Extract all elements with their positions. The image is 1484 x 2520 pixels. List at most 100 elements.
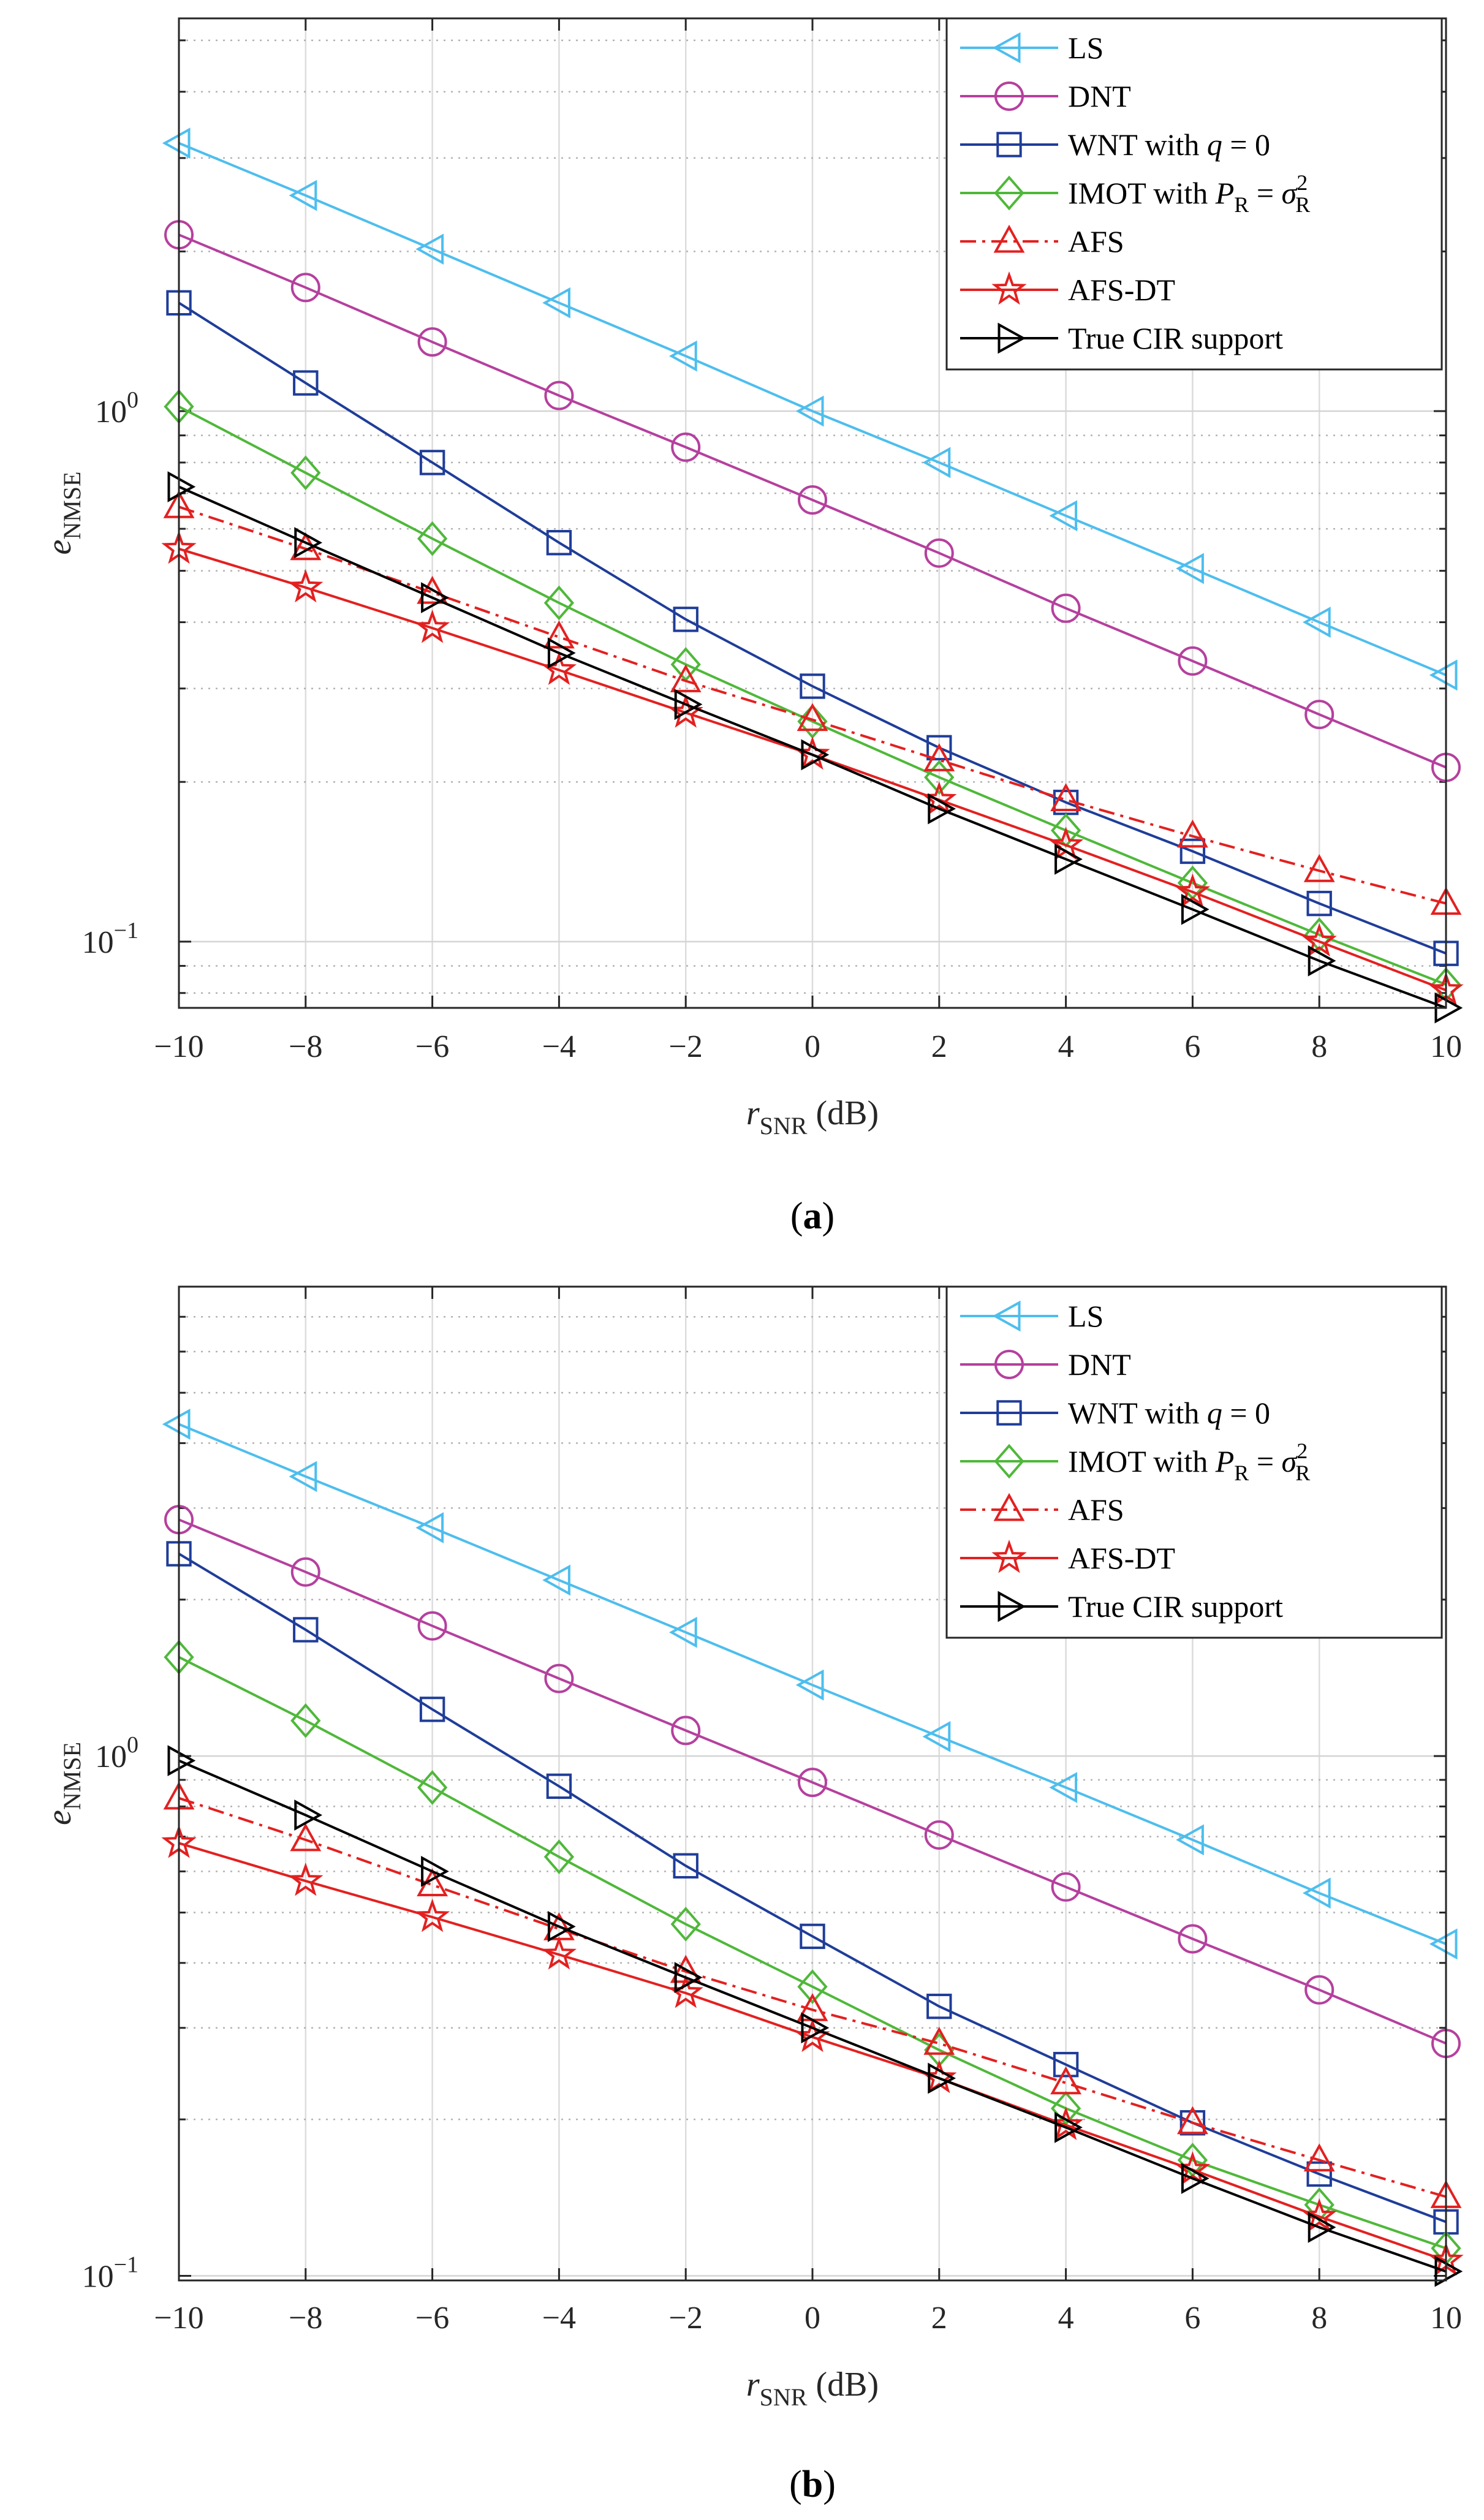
data-point xyxy=(1175,873,1211,907)
data-point xyxy=(1303,2143,1335,2172)
x-axis-label: rSNR (dB) xyxy=(746,1094,879,1140)
x-tick-label: 8 xyxy=(1311,2301,1327,2336)
x-tick-label: 8 xyxy=(1311,1029,1327,1064)
data-point xyxy=(923,743,955,771)
x-tick-label: −2 xyxy=(669,1029,703,1064)
data-point xyxy=(1301,2198,1337,2232)
data-point xyxy=(1051,593,1081,623)
data-point xyxy=(801,2012,830,2044)
data-point xyxy=(928,2062,956,2094)
x-axis: −10 −8 −6 −4 −2 0 2 4 6 8 10 xyxy=(154,18,1462,1064)
data-point xyxy=(288,1862,324,1896)
data-point xyxy=(795,395,824,427)
data-point xyxy=(167,1745,196,1777)
data-point xyxy=(294,527,323,559)
data-point xyxy=(673,607,698,632)
series-line xyxy=(178,1553,1447,2223)
data-point xyxy=(1429,1928,1458,1960)
x-tick-label: 10 xyxy=(1430,1029,1462,1064)
data-point xyxy=(415,233,444,265)
data-point xyxy=(414,609,450,643)
x-tick-label: 4 xyxy=(1058,2301,1074,2336)
series-6 xyxy=(167,471,1463,1024)
legend-label: AFS-DT xyxy=(1068,273,1175,307)
series-2 xyxy=(166,1541,1459,2235)
data-point xyxy=(1178,646,1208,676)
legend-label: AFS xyxy=(1068,1493,1124,1527)
y-axis: 10−1 100 xyxy=(82,1732,138,2294)
data-point xyxy=(293,1617,319,1643)
legend-marker xyxy=(991,1539,1027,1573)
data-point xyxy=(421,582,449,613)
legend-label: DNT xyxy=(1068,1347,1131,1382)
legend-label: True CIR support xyxy=(1068,321,1283,355)
y-tick-label: 10−1 xyxy=(82,918,138,960)
data-point xyxy=(928,793,956,825)
data-point xyxy=(290,1823,322,1852)
data-point xyxy=(1308,2211,1336,2243)
x-tick-label: 2 xyxy=(931,2301,947,2336)
x-tick-label: 0 xyxy=(804,1029,820,1064)
data-point xyxy=(924,760,955,795)
series-6 xyxy=(167,1745,1463,2287)
data-point xyxy=(546,529,572,556)
data-point xyxy=(162,1409,191,1440)
series-line xyxy=(178,485,1447,1009)
legend: LS DNT WNT with q = 0 IMOT with PR = σ2 R AFS… xyxy=(945,17,1443,371)
legend-label: LS xyxy=(1068,1299,1104,1333)
data-point xyxy=(417,521,448,556)
data-point xyxy=(544,1663,574,1693)
data-point xyxy=(1306,2161,1332,2187)
series-line xyxy=(178,405,1447,986)
series-line xyxy=(178,1796,1447,2198)
data-point xyxy=(294,1799,323,1831)
data-point xyxy=(1049,500,1078,532)
data-point xyxy=(1302,1877,1331,1909)
data-point xyxy=(674,1962,703,1993)
data-point xyxy=(419,450,445,475)
data-point xyxy=(926,1993,952,2019)
legend-label: LS xyxy=(1068,31,1104,65)
data-point xyxy=(1306,890,1332,917)
x-tick-label: −8 xyxy=(289,2301,322,2336)
x-tick-label: 2 xyxy=(931,1029,947,1064)
legend-marker xyxy=(996,132,1022,157)
data-point xyxy=(674,689,703,721)
data-point xyxy=(801,739,830,771)
x-tick-label: −6 xyxy=(415,2301,449,2336)
legend-marker xyxy=(992,32,1021,64)
x-tick-label: −4 xyxy=(542,1029,576,1064)
data-point xyxy=(290,1557,320,1587)
data-point xyxy=(421,1855,449,1887)
data-point xyxy=(1302,607,1331,638)
data-point xyxy=(673,1853,698,1879)
data-point xyxy=(797,703,828,732)
series-4 xyxy=(163,1781,1462,2208)
data-point xyxy=(289,180,317,211)
data-point xyxy=(547,637,576,669)
data-point xyxy=(922,447,951,479)
data-point xyxy=(668,1616,697,1648)
legend-marker xyxy=(994,1444,1024,1479)
data-point xyxy=(1054,843,1083,875)
series-line xyxy=(178,233,1447,769)
data-point xyxy=(922,1721,951,1752)
data-point xyxy=(417,575,448,604)
legend: LS DNT WNT with q = 0 IMOT with PR = σ2 R AFS… xyxy=(945,1285,1443,1639)
data-point xyxy=(1176,553,1204,585)
data-point xyxy=(419,1697,445,1722)
data-point xyxy=(924,1820,954,1850)
x-tick-label: −10 xyxy=(154,1029,203,1064)
data-point xyxy=(670,664,702,692)
data-point xyxy=(1434,2255,1463,2287)
y-tick-label: 100 xyxy=(95,387,138,429)
data-point xyxy=(293,370,319,396)
data-point xyxy=(1176,1824,1204,1856)
data-point xyxy=(290,1703,321,1738)
data-point xyxy=(1304,1975,1334,2005)
legend-label: WNT with q = 0 xyxy=(1068,1396,1270,1430)
data-point xyxy=(798,485,827,515)
data-point xyxy=(800,673,825,699)
x-tick-label: −10 xyxy=(154,2301,203,2336)
